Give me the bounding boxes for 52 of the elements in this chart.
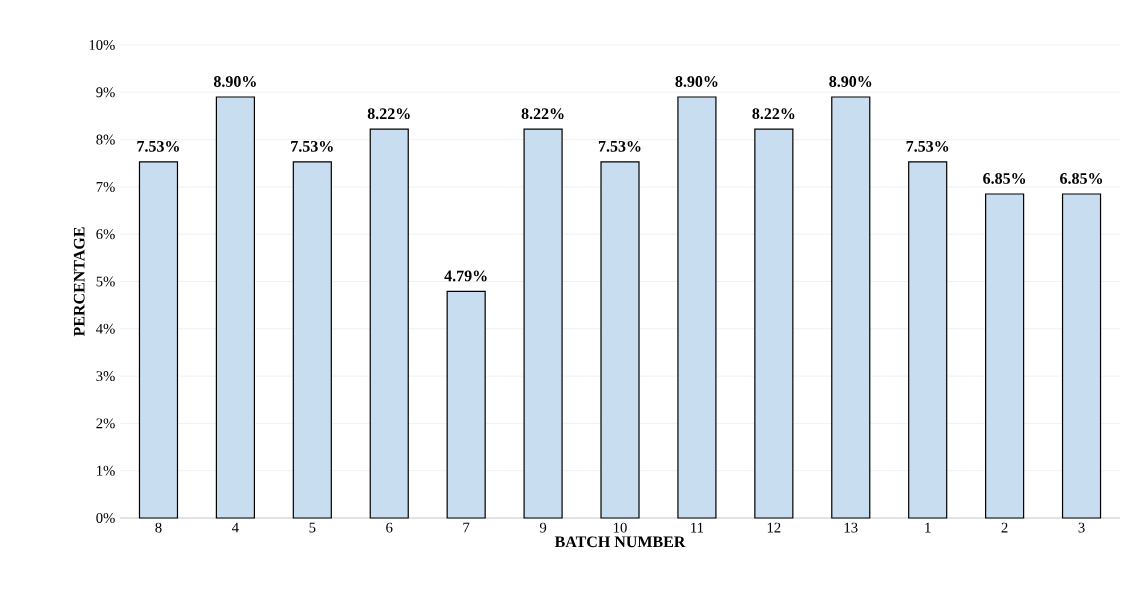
data-label: 7.53% <box>137 140 179 152</box>
bar <box>292 161 332 519</box>
data-label: 6.85% <box>983 173 1026 184</box>
x-tick-label: 1 <box>925 522 931 533</box>
y-tick-label: 8% <box>96 134 115 145</box>
y-tick-label: 2% <box>96 418 115 429</box>
y-tick-label: 6% <box>96 229 115 240</box>
bar <box>600 161 640 519</box>
data-label: 8.22% <box>521 108 564 120</box>
data-label: 7.53% <box>906 140 949 152</box>
x-tick-label: 7 <box>463 522 470 533</box>
data-label: 4.79% <box>444 270 487 282</box>
bar <box>446 290 486 519</box>
data-label: 7.53% <box>598 140 641 152</box>
y-tick-label: 0% <box>96 513 115 523</box>
x-axis-title: BATCH NUMBER <box>554 536 686 548</box>
data-label: 8.90% <box>829 76 872 87</box>
bar <box>523 128 563 519</box>
bar <box>215 96 255 519</box>
y-tick-label: 3% <box>96 371 115 382</box>
x-tick-label: 2 <box>1001 522 1008 533</box>
bar <box>831 96 871 519</box>
x-tick-label: 6 <box>386 522 393 533</box>
x-tick-label: 11 <box>691 522 704 533</box>
bar <box>985 193 1025 519</box>
y-tick-label: 7% <box>96 181 115 192</box>
data-label: 8.90% <box>675 76 718 87</box>
x-tick-label: 13 <box>844 522 858 533</box>
x-tick-label: 10 <box>613 522 627 533</box>
bar <box>369 128 409 519</box>
bar <box>754 128 794 519</box>
bar <box>1061 193 1102 519</box>
data-label: 7.53% <box>291 140 333 152</box>
data-label: 8.90% <box>213 76 256 87</box>
bar <box>138 161 179 519</box>
y-tick-label: 4% <box>96 323 115 334</box>
data-label: 8.22% <box>367 108 410 120</box>
x-tick-label: 8 <box>155 522 162 533</box>
x-tick-label: 5 <box>309 522 316 533</box>
y-tick-label: 10% <box>89 40 115 50</box>
y-tick-label: 1% <box>97 465 115 476</box>
y-axis-title: PERCENTAGE <box>73 227 85 337</box>
y-tick-label: 9% <box>96 87 115 98</box>
y-tick-label: 5% <box>96 276 115 287</box>
x-tick-label: 12 <box>767 522 781 533</box>
x-tick-label: 4 <box>232 522 239 533</box>
bar <box>908 161 948 519</box>
data-label: 8.22% <box>752 108 795 120</box>
x-tick-label: 3 <box>1078 522 1085 533</box>
x-tick-label: 9 <box>539 522 547 533</box>
bar <box>677 96 717 519</box>
data-label: 6.85% <box>1060 173 1103 184</box>
